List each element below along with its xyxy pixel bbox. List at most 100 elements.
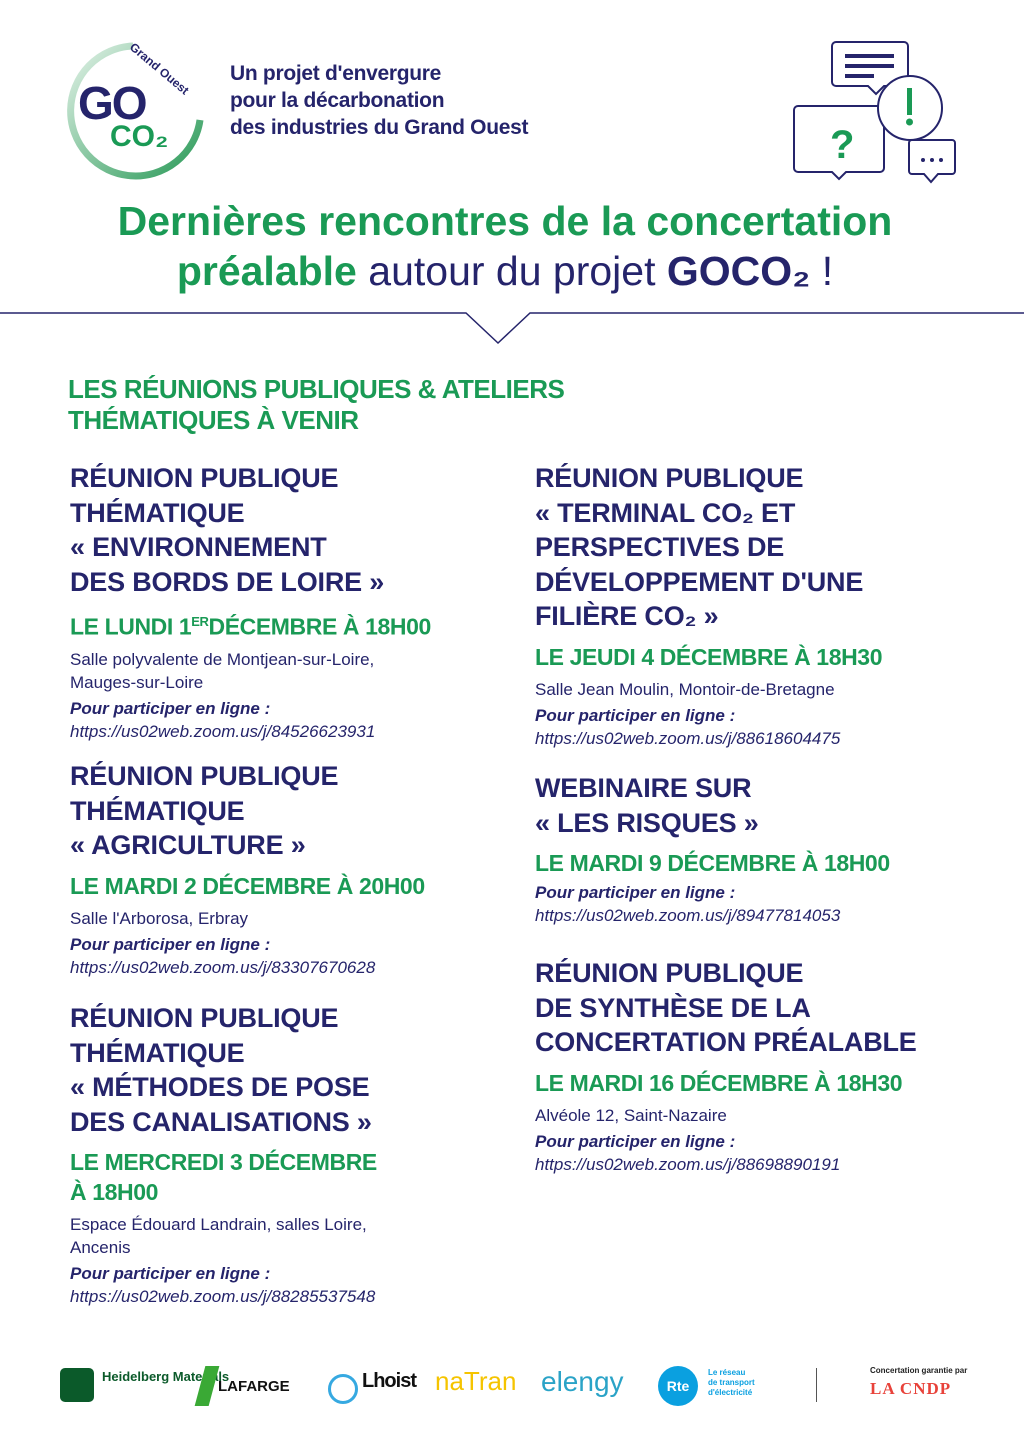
event-title-line: « MÉTHODES DE POSE [70,1072,370,1102]
event-date-line: LE MARDI 2 DÉCEMBRE À 20H00 [70,872,425,899]
event-title: RÉUNION PUBLIQUE THÉMATIQUE « MÉTHODES DE … [70,1001,510,1139]
title-line-1: Dernières rencontres de la concertation [117,198,893,244]
event-venue-line: Salle Jean Moulin, Montoir-de-Bretagne [535,679,835,699]
section-title-line: LES RÉUNIONS PUBLIQUES & ATELIERS [68,374,565,404]
online-label: Pour participer en ligne : [535,883,736,902]
cndp-text: LA CNDP [870,1379,952,1398]
event-date-line: LE JEUDI 4 DÉCEMBRE À 18H30 [535,643,883,670]
event-title: RÉUNION PUBLIQUE THÉMATIQUE « ENVIRONNEMEN… [70,461,510,599]
event-date: LE LUNDI 1ERDÉCEMBRE À 18H00 [70,607,510,642]
event-title-line: « LES RISQUES » [535,807,759,838]
event-block: RÉUNION PUBLIQUE THÉMATIQUE « MÉTHODES DE … [70,1001,510,1308]
speech-bubbles-icon: ? [793,41,956,184]
event-block: RÉUNION PUBLIQUE DE SYNTHÈSE DE LA CONCERT… [535,956,975,1176]
rte-tagline-line: d'électricité [708,1388,753,1397]
event-title-line: « AGRICULTURE » [70,830,306,860]
rte-mark: Rte [658,1366,698,1406]
event-title: RÉUNION PUBLIQUE « TERMINAL CO₂ ET PERSPEC… [535,461,975,634]
event-block: RÉUNION PUBLIQUE THÉMATIQUE « AGRICULTURE … [70,759,510,979]
section-title-line: THÉMATIQUES À VENIR [68,405,359,435]
event-title-line: THÉMATIQUE [70,1037,245,1068]
title-normal-part: autour du projet [356,248,667,294]
event-date: LE MERCREDI 3 DÉCEMBRE À 18H00 [70,1147,510,1207]
tagline-line: des industries du Grand Ouest [230,116,529,139]
natran-logo: naTran [435,1366,517,1396]
zoom-link[interactable]: https://us02web.zoom.us/j/83307670628 [70,957,376,977]
event-title-line: PERSPECTIVES DE [535,532,785,562]
event-date-line: LE LUNDI 1ERDÉCEMBRE À 18H00 [70,613,431,640]
heidelberg-text: Heidelberg Materials [102,1369,230,1384]
logo-ring-icon [67,42,204,180]
online-label: Pour participer en ligne : [70,1264,271,1283]
event-title-line: RÉUNION PUBLIQUE [70,761,339,791]
goco2-logo: GO CO₂ Grand Ouest [58,38,208,183]
divider-notch [0,312,1024,345]
event-title-line: RÉUNION PUBLIQUE [70,1003,339,1033]
page-title: Dernières rencontres de la concertation … [0,196,1010,296]
event-venue: Espace Édouard Landrain, salles Loire, An… [70,1213,510,1259]
event-date: LE MARDI 2 DÉCEMBRE À 20H00 [70,871,510,901]
event-title-line: « TERMINAL CO₂ ET [535,497,796,528]
tagline-line: Un projet d'envergure [230,62,442,85]
tagline-line: pour la décarbonation [230,89,445,112]
lafarge-text: LAFARGE [218,1378,290,1395]
online-label: Pour participer en ligne : [70,698,271,718]
event-title-line: THÉMATIQUE [70,497,245,528]
event-venue: Salle l'Arborosa, Erbray [70,907,510,930]
event-venue-line: Espace Édouard Landrain, salles Loire, [70,1215,367,1234]
online-label: Pour participer en ligne : [535,1131,736,1151]
partner-logos: Heidelberg Materials LAFARGE Lhoist naTr… [58,1362,978,1412]
event-date-line: LE MARDI 9 DÉCEMBRE À 18H00 [535,850,890,876]
rte-tagline-line: de transport [708,1378,755,1387]
event-title-line: DES BORDS DE LOIRE » [70,566,385,597]
event-block: WEBINAIRE SUR « LES RISQUES » LE MARDI 9 D… [535,771,975,927]
zoom-link[interactable]: https://us02web.zoom.us/j/88698890191 [535,1154,841,1174]
online-label: Pour participer en ligne : [70,934,271,954]
event-title-line: RÉUNION PUBLIQUE [70,463,339,493]
event-title-line: FILIÈRE CO₂ » [535,601,719,631]
event-venue: Salle Jean Moulin, Montoir-de-Bretagne [535,678,975,701]
lhoist-text: Lhoist [362,1370,417,1392]
event-title: RÉUNION PUBLIQUE THÉMATIQUE « AGRICULTURE … [70,759,510,863]
event-title-line: DÉVELOPPEMENT D'UNE [535,566,864,597]
event-title-line: DES CANALISATIONS » [70,1106,372,1137]
event-title-line: DE SYNTHÈSE DE LA [535,992,811,1023]
online-label: Pour participer en ligne : [535,705,736,725]
svg-text:?: ? [830,123,854,167]
title-end-part: ! [810,248,834,294]
event-venue: Salle polyvalente de Montjean-sur-Loire,… [70,648,510,694]
event-title-line: THÉMATIQUE [70,795,245,826]
logo-go: GO [78,77,148,129]
event-venue-line: Salle l'Arborosa, Erbray [70,908,249,928]
zoom-link[interactable]: https://us02web.zoom.us/j/88618604475 [535,728,841,748]
event-title-line: « ENVIRONNEMENT [70,532,327,562]
zoom-link[interactable]: https://us02web.zoom.us/j/89477814053 [535,906,841,925]
elengy-logo: elengy [541,1366,624,1397]
event-title-line: RÉUNION PUBLIQUE [535,958,804,988]
event-venue-line: Ancenis [70,1238,131,1257]
event-title: RÉUNION PUBLIQUE DE SYNTHÈSE DE LA CONCERT… [535,956,975,1060]
event-date-line: À 18H00 [70,1179,158,1205]
event-date-line: LE MARDI 16 DÉCEMBRE À 18H30 [535,1069,903,1096]
guarantee-label: Concertation garantie par [870,1366,968,1375]
event-venue-line: Salle polyvalente de Montjean-sur-Loire, [70,649,375,669]
event-title: WEBINAIRE SUR « LES RISQUES » [535,771,975,840]
event-date: LE JEUDI 4 DÉCEMBRE À 18H30 [535,642,975,672]
zoom-link[interactable]: https://us02web.zoom.us/j/84526623931 [70,721,376,741]
event-block: RÉUNION PUBLIQUE « TERMINAL CO₂ ET PERSPEC… [535,461,975,750]
event-venue-line: Mauges-sur-Loire [70,672,204,692]
rte-tagline: Le réseau de transport d'électricité [708,1368,755,1398]
title-line-2: préalable autour du projet GOCO₂ ! [0,246,1010,296]
event-title-line: RÉUNION PUBLIQUE [535,463,804,493]
event-date: LE MARDI 16 DÉCEMBRE À 18H30 [535,1068,975,1098]
title-green-part: préalable [176,248,357,294]
logo-co2: CO₂ [110,120,169,153]
tagline: Un projet d'envergure pour la décarbonat… [230,60,529,141]
event-title-line: CONCERTATION PRÉALABLE [535,1027,917,1057]
section-title: LES RÉUNIONS PUBLIQUES & ATELIERS THÉMAT… [68,374,565,436]
event-date-line: LE MERCREDI 3 DÉCEMBRE [70,1149,377,1175]
zoom-link[interactable]: https://us02web.zoom.us/j/88285537548 [70,1287,376,1306]
event-block: RÉUNION PUBLIQUE THÉMATIQUE « ENVIRONNEMEN… [70,461,510,743]
cndp-logo: Concertation garantie par LA CNDP [870,1366,967,1399]
rte-tagline-line: Le réseau [708,1368,746,1377]
